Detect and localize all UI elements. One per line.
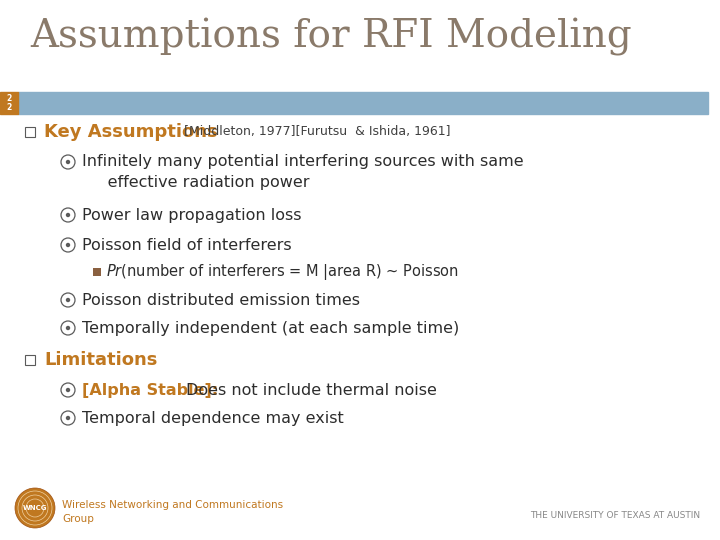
Circle shape — [66, 388, 71, 392]
Circle shape — [66, 416, 71, 420]
Circle shape — [61, 321, 75, 335]
Circle shape — [61, 383, 75, 397]
Text: Temporal dependence may exist: Temporal dependence may exist — [82, 411, 343, 426]
Circle shape — [61, 155, 75, 169]
Bar — [25, 355, 35, 365]
Text: Power law propagation loss: Power law propagation loss — [82, 208, 302, 223]
Circle shape — [15, 488, 55, 528]
Circle shape — [61, 293, 75, 307]
Bar — [93, 268, 101, 276]
Text: [Alpha Stable]:: [Alpha Stable]: — [82, 383, 224, 398]
Text: Key Assumptions: Key Assumptions — [44, 123, 217, 141]
Text: Infinitely many potential interfering sources with same
     effective radiation: Infinitely many potential interfering so… — [82, 154, 523, 190]
Circle shape — [66, 326, 71, 330]
Text: 2
2: 2 2 — [6, 94, 12, 112]
Bar — [25, 127, 35, 137]
Text: Assumptions for RFI Modeling: Assumptions for RFI Modeling — [30, 18, 631, 56]
Circle shape — [66, 243, 71, 247]
Text: Poisson distributed emission times: Poisson distributed emission times — [82, 293, 360, 308]
Circle shape — [66, 160, 71, 164]
Text: Temporally independent (at each sample time): Temporally independent (at each sample t… — [82, 321, 459, 336]
Circle shape — [61, 208, 75, 222]
Circle shape — [61, 411, 75, 425]
Bar — [18, 92, 708, 114]
Circle shape — [61, 238, 75, 252]
Text: Poisson field of interferers: Poisson field of interferers — [82, 238, 292, 253]
Text: Does not include thermal noise: Does not include thermal noise — [186, 383, 437, 398]
Text: Wireless Networking and Communications
Group: Wireless Networking and Communications G… — [62, 500, 283, 524]
Text: [Middleton, 1977][Furutsu  & Ishida, 1961]: [Middleton, 1977][Furutsu & Ishida, 1961… — [184, 125, 451, 138]
Text: Limitations: Limitations — [44, 351, 158, 369]
Text: $\it{Pr}$(number of interferers = M $|$area R) ~ Poisson: $\it{Pr}$(number of interferers = M $|$a… — [106, 262, 459, 282]
Circle shape — [66, 213, 71, 217]
Text: THE UNIVERSITY OF TEXAS AT AUSTIN: THE UNIVERSITY OF TEXAS AT AUSTIN — [530, 511, 700, 521]
Text: WNCG: WNCG — [23, 505, 48, 511]
Circle shape — [66, 298, 71, 302]
Bar — [0, 92, 18, 114]
